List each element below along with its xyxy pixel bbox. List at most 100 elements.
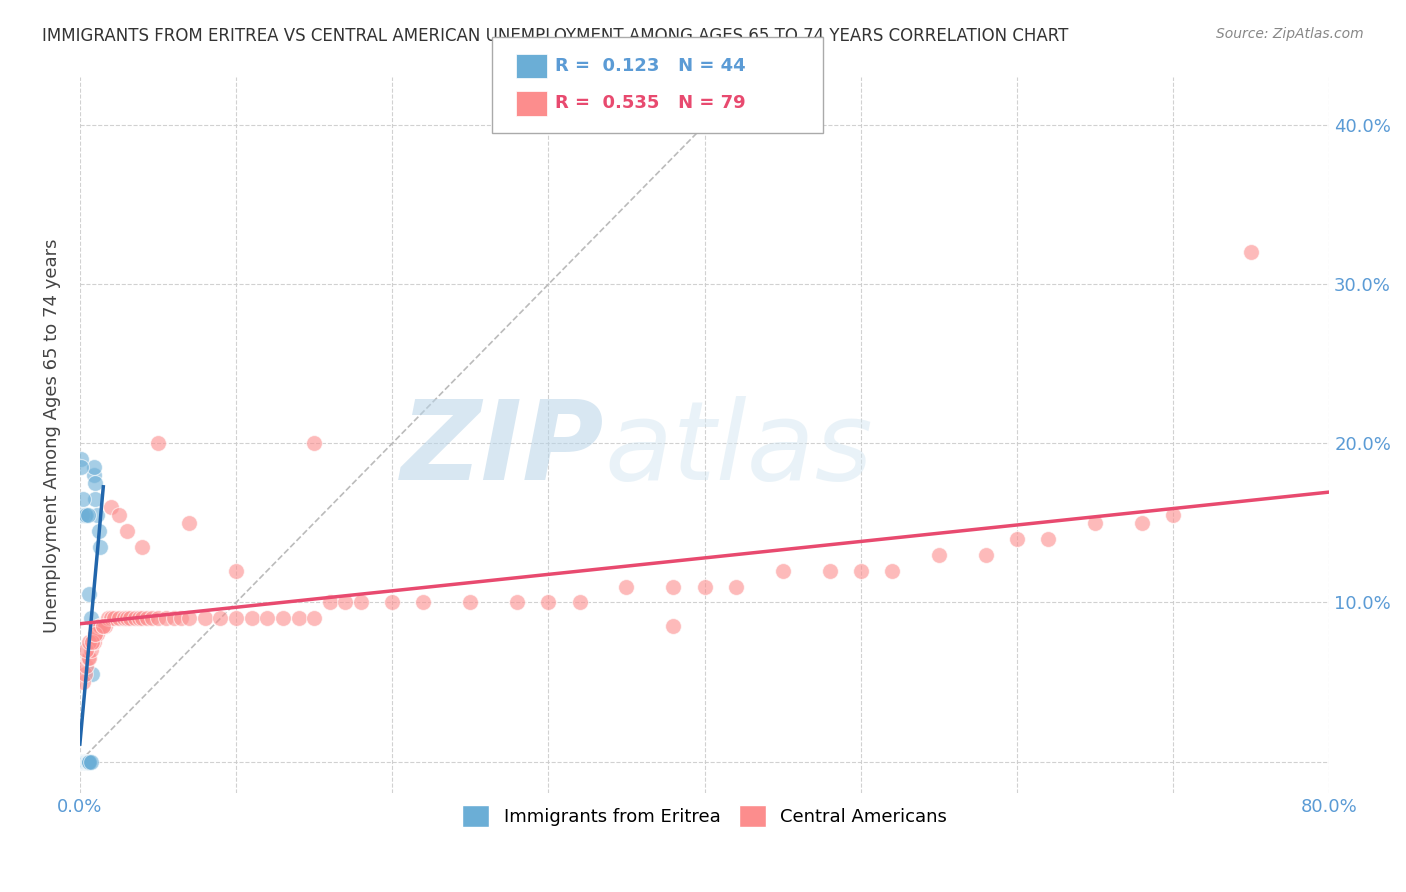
Point <box>662 580 685 594</box>
Point <box>350 595 373 609</box>
Point <box>72 675 94 690</box>
Point <box>84 476 107 491</box>
Point <box>84 627 107 641</box>
Point <box>80 643 103 657</box>
Point <box>302 436 325 450</box>
Point <box>77 587 100 601</box>
Point <box>89 540 111 554</box>
Point <box>75 508 97 522</box>
Point <box>77 755 100 769</box>
Point <box>75 643 97 657</box>
Point <box>108 611 131 625</box>
Point <box>818 564 841 578</box>
Point <box>76 651 98 665</box>
Point <box>70 755 93 769</box>
Point <box>70 460 93 475</box>
Point <box>170 611 193 625</box>
Point <box>87 619 110 633</box>
Point <box>616 580 638 594</box>
Point <box>91 619 114 633</box>
Point <box>70 755 93 769</box>
Point <box>77 635 100 649</box>
Point <box>76 755 98 769</box>
Point <box>1084 516 1107 530</box>
Point <box>146 436 169 450</box>
Point <box>75 659 97 673</box>
Point <box>118 611 141 625</box>
Point <box>179 516 201 530</box>
Point <box>72 755 94 769</box>
Text: R =  0.535   N = 79: R = 0.535 N = 79 <box>555 95 747 112</box>
Point <box>73 755 96 769</box>
Point <box>72 755 94 769</box>
Point <box>1161 508 1184 522</box>
Y-axis label: Unemployment Among Ages 65 to 74 years: Unemployment Among Ages 65 to 74 years <box>44 238 60 632</box>
Text: IMMIGRANTS FROM ERITREA VS CENTRAL AMERICAN UNEMPLOYMENT AMONG AGES 65 TO 74 YEA: IMMIGRANTS FROM ERITREA VS CENTRAL AMERI… <box>42 27 1069 45</box>
Point <box>537 595 560 609</box>
Point <box>76 755 98 769</box>
Point <box>82 667 104 681</box>
Point <box>83 635 105 649</box>
Point <box>100 611 122 625</box>
Point <box>94 619 117 633</box>
Point <box>1005 532 1028 546</box>
Point <box>155 611 177 625</box>
Point <box>131 611 153 625</box>
Point <box>849 564 872 578</box>
Point <box>1240 245 1263 260</box>
Point <box>100 500 122 514</box>
Point <box>70 755 93 769</box>
Point <box>97 611 120 625</box>
Point <box>73 755 96 769</box>
Point <box>77 755 100 769</box>
Point <box>1036 532 1059 546</box>
Point <box>141 611 163 625</box>
Point <box>84 491 107 506</box>
Point <box>86 508 108 522</box>
Point <box>70 755 93 769</box>
Point <box>209 611 232 625</box>
Point <box>240 611 263 625</box>
Point <box>693 580 716 594</box>
Point <box>381 595 404 609</box>
Point <box>458 595 481 609</box>
Point <box>112 611 135 625</box>
Point <box>974 548 997 562</box>
Point <box>225 564 247 578</box>
Point <box>256 611 278 625</box>
Text: ZIP: ZIP <box>401 396 605 503</box>
Point <box>82 635 104 649</box>
Point <box>928 548 950 562</box>
Point <box>73 755 96 769</box>
Point <box>72 755 94 769</box>
Point <box>146 611 169 625</box>
Point <box>662 619 685 633</box>
Text: R =  0.123   N = 44: R = 0.123 N = 44 <box>555 57 747 75</box>
Point <box>124 611 146 625</box>
Legend: Immigrants from Eritrea, Central Americans: Immigrants from Eritrea, Central America… <box>456 798 955 834</box>
Point <box>179 611 201 625</box>
Point <box>103 611 125 625</box>
Point <box>69 755 91 769</box>
Point <box>724 580 747 594</box>
Point <box>82 635 104 649</box>
Point <box>70 452 93 467</box>
Point <box>76 508 98 522</box>
Point <box>880 564 903 578</box>
Point <box>319 595 342 609</box>
Point <box>70 755 93 769</box>
Point <box>86 627 108 641</box>
Point <box>772 564 794 578</box>
Point <box>115 524 138 538</box>
Point <box>72 755 94 769</box>
Point <box>335 595 357 609</box>
Point <box>225 611 247 625</box>
Point <box>76 755 98 769</box>
Point <box>162 611 184 625</box>
Point <box>83 460 105 475</box>
Point <box>70 755 93 769</box>
Point <box>136 611 159 625</box>
Point <box>568 595 591 609</box>
Point <box>70 508 93 522</box>
Text: Source: ZipAtlas.com: Source: ZipAtlas.com <box>1216 27 1364 41</box>
